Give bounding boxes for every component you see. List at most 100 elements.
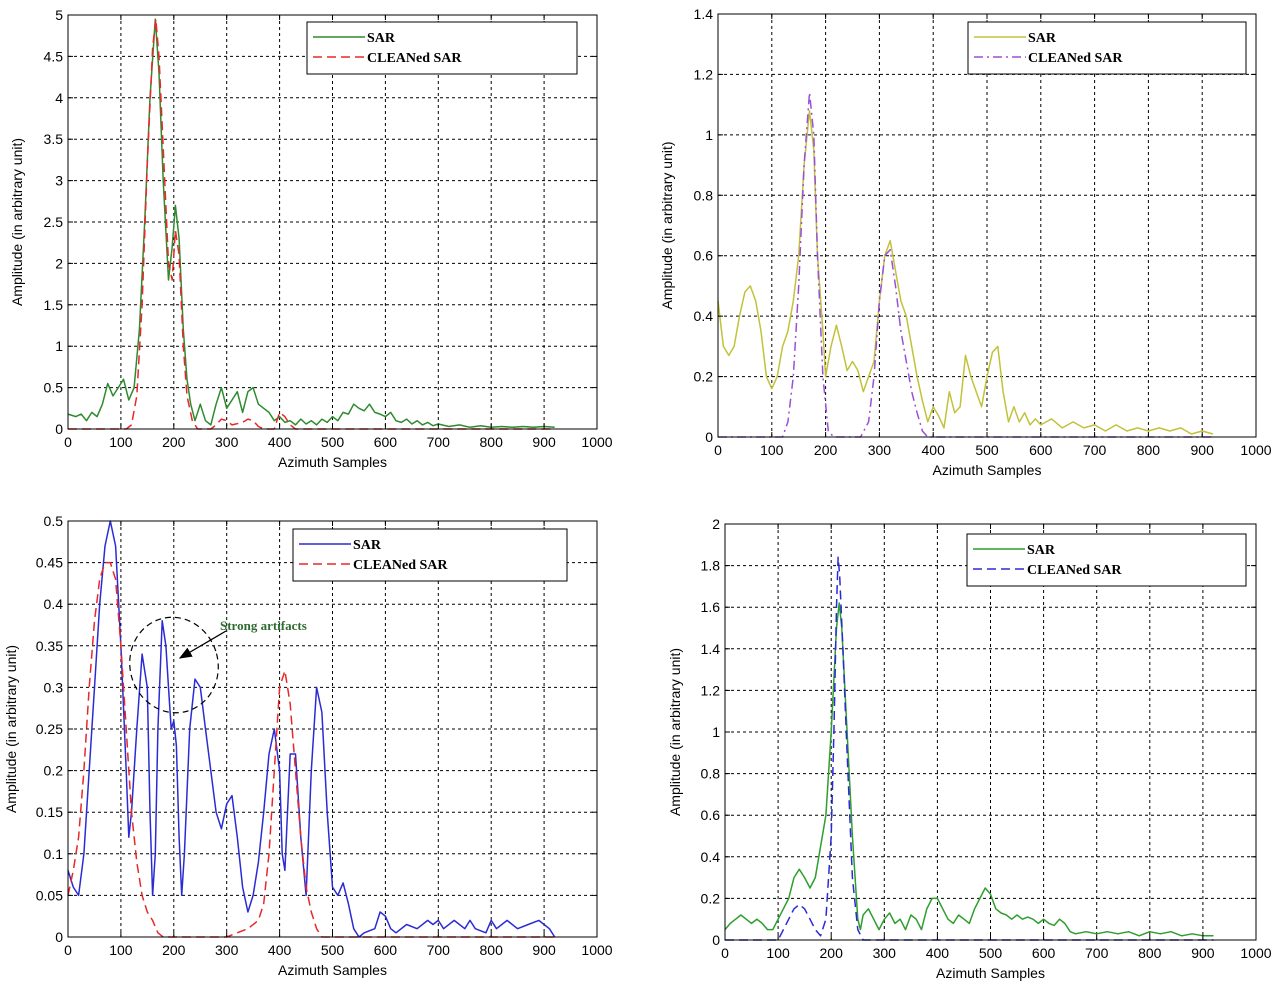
y-tick-label: 0.4 — [694, 308, 714, 324]
y-tick-label: 1 — [55, 338, 63, 354]
series-layer — [67, 18, 555, 430]
series-line-cleaned-sar — [725, 556, 1214, 941]
y-tick-label: 0.2 — [694, 369, 714, 385]
x-tick-label: 1000 — [581, 434, 612, 450]
series-layer — [67, 520, 556, 938]
y-tick-label: 1.5 — [44, 297, 64, 313]
x-tick-label: 700 — [427, 434, 451, 450]
x-tick-label: 700 — [427, 942, 451, 958]
x-tick-label: 1000 — [581, 942, 612, 958]
x-tick-label: 800 — [1138, 945, 1162, 961]
y-tick-label: 0 — [712, 932, 720, 948]
legend-entry-label: SAR — [1028, 31, 1057, 46]
series-line-sar — [724, 602, 1214, 937]
y-tick-label: 3 — [55, 173, 63, 189]
x-tick-label: 200 — [820, 945, 844, 961]
series-layer — [717, 91, 1214, 438]
series-line-sar — [67, 520, 556, 938]
x-tick-labels: 0 100 200 300 400 500 600 700 800 900 1000 — [64, 942, 613, 958]
x-tick-label: 800 — [1137, 442, 1161, 458]
x-tick-label: 1000 — [1240, 945, 1271, 961]
x-tick-label: 800 — [480, 434, 504, 450]
y-tick-label: 5 — [55, 7, 63, 23]
legend-entry-label: CLEANed SAR — [353, 558, 448, 573]
legend-entry-label: SAR — [367, 31, 396, 46]
tick-marks — [724, 523, 1257, 941]
y-tick-label: 0.45 — [36, 555, 63, 571]
x-tick-label: 300 — [873, 945, 897, 961]
x-axis-label: Azimuth Samples — [278, 454, 387, 470]
y-tick-label: 0 — [55, 929, 63, 945]
chart-panel-4: 0 100 200 300 400 500 600 700 800 900 1000 0 0.2 0.4… — [667, 516, 1272, 981]
series-line-cleaned-sar — [67, 561, 555, 938]
x-tick-labels: 0 100 200 300 400 500 600 700 800 900 1000 — [721, 945, 1272, 961]
y-tick-label: 4.5 — [44, 48, 64, 64]
y-tick-label: 1.8 — [701, 558, 721, 574]
x-tick-label: 900 — [532, 434, 556, 450]
y-tick-labels: 0 0.5 1 1.5 2 2.5 3 3.5 4 4.5 5 — [44, 7, 64, 437]
x-tick-label: 400 — [268, 942, 292, 958]
y-tick-label: 1 — [705, 127, 713, 143]
grid-lines — [68, 15, 597, 429]
y-tick-label: 0.35 — [36, 638, 63, 654]
x-axis-label: Azimuth Samples — [933, 462, 1042, 478]
y-tick-label: 0.05 — [36, 887, 63, 903]
y-tick-label: 0.2 — [44, 763, 64, 779]
y-tick-label: 4 — [55, 90, 63, 106]
x-tick-label: 500 — [975, 442, 999, 458]
legend-entry-label: CLEANed SAR — [367, 51, 462, 66]
x-tick-label: 900 — [1191, 442, 1215, 458]
x-tick-label: 1000 — [1240, 442, 1271, 458]
y-tick-label: 2.5 — [44, 214, 64, 230]
legend: SAR CLEANed SAR — [966, 533, 1247, 587]
x-tick-label: 700 — [1085, 945, 1109, 961]
y-tick-label: 1.4 — [701, 641, 721, 657]
y-axis-label: Amplitude (in arbitrary unit) — [659, 141, 675, 309]
x-tick-label: 0 — [64, 434, 72, 450]
y-tick-label: 0.6 — [701, 807, 721, 823]
grid-lines — [68, 521, 597, 937]
legend-box — [966, 533, 1247, 587]
legend-entry-label: SAR — [1027, 543, 1056, 558]
series-line-sar — [67, 18, 555, 429]
y-axis-label: Amplitude (in arbitrary unit) — [3, 645, 19, 813]
y-tick-label: 0.8 — [694, 187, 714, 203]
series-line-cleaned-sar — [68, 18, 555, 430]
x-tick-label: 300 — [868, 442, 892, 458]
x-tick-label: 500 — [979, 945, 1003, 961]
x-tick-label: 900 — [1191, 945, 1215, 961]
series-line-cleaned-sar — [718, 91, 1213, 438]
x-tick-labels: 0 100 200 300 400 500 600 700 800 900 1000 — [714, 442, 1272, 458]
x-tick-label: 400 — [926, 945, 950, 961]
x-tick-label: 500 — [321, 942, 345, 958]
y-tick-labels: 0 0.2 0.4 0.6 0.8 1 1.2 1.4 1.6 1.8 2 — [701, 516, 721, 948]
x-tick-label: 100 — [109, 942, 133, 958]
x-tick-label: 0 — [714, 442, 722, 458]
y-tick-label: 0.2 — [701, 890, 721, 906]
y-tick-label: 0 — [705, 429, 713, 445]
chart-panel-2: 0 100 200 300 400 500 600 700 800 900 1000 0 0.2 0.4… — [659, 6, 1272, 478]
x-tick-label: 900 — [532, 942, 556, 958]
y-tick-label: 1.4 — [694, 6, 714, 22]
annotation-arrow — [178, 630, 227, 659]
x-tick-label: 600 — [1029, 442, 1053, 458]
x-tick-label: 200 — [162, 942, 186, 958]
x-axis-label: Azimuth Samples — [278, 962, 387, 978]
legend: SAR CLEANed SAR — [306, 21, 578, 75]
y-tick-label: 0.6 — [694, 248, 714, 264]
y-tick-label: 0.25 — [36, 721, 63, 737]
legend-entry-label: CLEANed SAR — [1027, 563, 1122, 578]
x-tick-labels: 0 100 200 300 400 500 600 700 800 900 1000 — [64, 434, 613, 450]
legend: SAR CLEANed SAR — [292, 528, 568, 582]
y-tick-label: 0.15 — [36, 804, 63, 820]
x-tick-label: 300 — [215, 434, 239, 450]
x-tick-label: 700 — [1083, 442, 1107, 458]
y-tick-labels: 0 0.2 0.4 0.6 0.8 1 1.2 1.4 — [694, 6, 714, 445]
y-tick-label: 0.1 — [44, 846, 64, 862]
x-tick-label: 200 — [162, 434, 186, 450]
y-tick-label: 1.6 — [701, 599, 721, 615]
legend-box — [967, 21, 1247, 75]
chart-panel-3: 0 100 200 300 400 500 600 700 800 900 1000 0 0.05 0.… — [3, 513, 613, 978]
y-tick-label: 0.8 — [701, 766, 721, 782]
